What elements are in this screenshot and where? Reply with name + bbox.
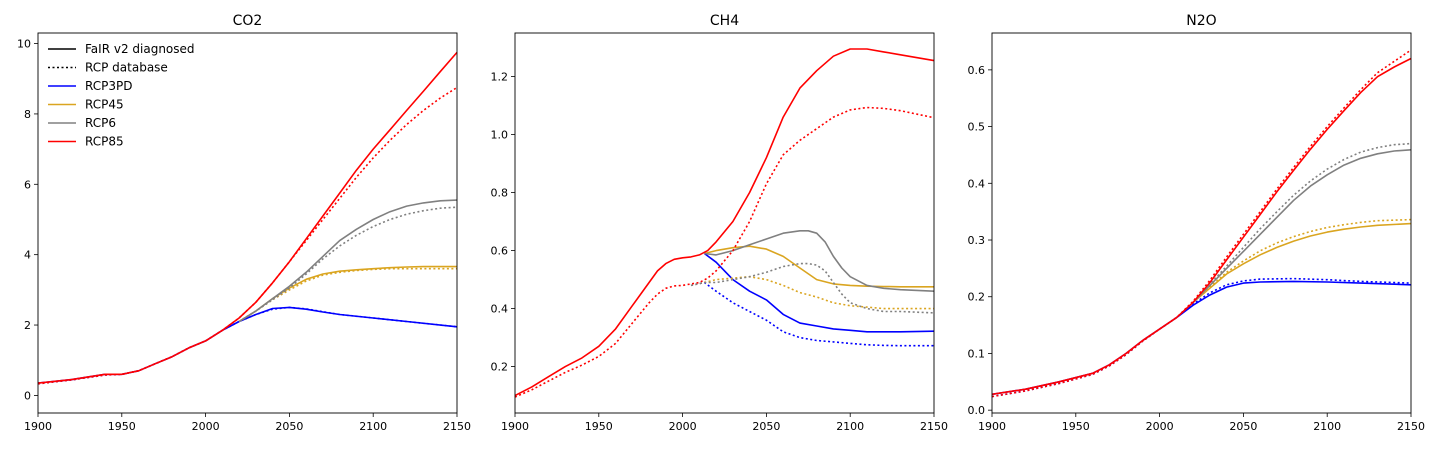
y-tick-label: 0.2 <box>968 291 986 304</box>
y-tick-label: 0.1 <box>968 347 986 360</box>
legend-label: RCP45 <box>85 98 124 112</box>
y-tick-label: 4 <box>24 249 31 262</box>
x-tick-label: 2000 <box>669 420 697 433</box>
series-line-rcp45-fair-diagnosed <box>1192 222 1412 304</box>
x-tick-label: 2050 <box>275 420 303 433</box>
series-line-rcp3pd-rcp-database <box>991 277 1412 398</box>
series-line-rcp6-rcp-database <box>238 206 458 323</box>
x-tick-label: 2100 <box>836 420 864 433</box>
series-line-rcp3pd-rcp-database <box>690 281 934 347</box>
panel-title: CH4 <box>710 13 739 29</box>
x-tick-label: 2100 <box>1313 420 1341 433</box>
y-tick-label: 0.4 <box>968 177 986 190</box>
series-line-rcp85-fair-diagnosed <box>991 57 1412 396</box>
series-line-rcp6-fair-diagnosed <box>1192 149 1412 303</box>
x-tick-label: 2100 <box>359 420 387 433</box>
y-tick-label: 10 <box>17 38 31 51</box>
series-line-rcp6-rcp-database <box>1192 142 1412 303</box>
series-line-rcp85-fair-diagnosed <box>514 48 935 397</box>
x-tick-label: 2150 <box>920 420 948 433</box>
x-tick-label: 2000 <box>1146 420 1174 433</box>
plot-frame <box>37 32 458 414</box>
legend-label: RCP6 <box>85 116 116 130</box>
series-line-rcp45-fair-diagnosed <box>704 245 934 288</box>
y-tick-label: 1.0 <box>491 129 509 142</box>
y-tick-label: 0.2 <box>491 361 509 374</box>
y-tick-label: 0.6 <box>968 64 986 77</box>
y-tick-label: 0.3 <box>968 234 986 247</box>
legend-label: RCP database <box>85 61 168 75</box>
series-line-rcp45-rcp-database <box>690 275 934 310</box>
y-tick-label: 2 <box>24 319 31 332</box>
x-tick-label: 2050 <box>752 420 780 433</box>
series-line-rcp3pd-fair-diagnosed <box>703 252 935 333</box>
series-group <box>37 51 458 385</box>
y-tick-label: 0.4 <box>491 303 509 316</box>
y-tick-label: 1.2 <box>491 71 509 84</box>
y-tick-label: 0.0 <box>968 404 986 417</box>
plot-frame <box>991 32 1412 414</box>
legend: FaIR v2 diagnosed RCP database RCP3PD RCP45… <box>48 42 195 149</box>
series-line-rcp85-rcp-database <box>37 86 458 385</box>
y-tick-label: 0.8 <box>491 187 509 200</box>
y-tick-label: 6 <box>24 178 31 191</box>
series-line-rcp3pd-fair-diagnosed <box>37 306 458 384</box>
y-tick-label: 0.6 <box>491 245 509 258</box>
x-tick-label: 2150 <box>443 420 471 433</box>
series-line-rcp45-rcp-database <box>1192 218 1412 303</box>
x-tick-label: 1950 <box>108 420 136 433</box>
y-tick-label: 0 <box>24 389 31 402</box>
series-line-rcp85-fair-diagnosed <box>37 51 458 384</box>
y-tick-label: 8 <box>24 108 31 121</box>
series-group <box>514 48 935 398</box>
panel-ch4: 1900 1950 2000 2050 2100 2150 0.2 0.4 0.6 0.8 1.0 1… <box>491 13 949 433</box>
x-tick-label: 1900 <box>24 420 52 433</box>
series-line-rcp45-rcp-database <box>238 267 457 323</box>
series-line-rcp3pd-fair-diagnosed <box>991 280 1412 396</box>
x-tick-label: 1950 <box>1062 420 1090 433</box>
series-group <box>991 49 1412 398</box>
legend-label: RCP85 <box>85 135 124 149</box>
series-line-rcp6-fair-diagnosed <box>704 230 935 292</box>
x-tick-label: 2000 <box>192 420 220 433</box>
x-tick-label: 1900 <box>978 420 1006 433</box>
x-tick-label: 2150 <box>1397 420 1425 433</box>
series-line-rcp3pd-rcp-database <box>37 306 458 385</box>
x-tick-label: 2050 <box>1229 420 1257 433</box>
x-tick-label: 1950 <box>585 420 613 433</box>
legend-label: RCP3PD <box>85 79 132 93</box>
series-line-rcp6-fair-diagnosed <box>238 199 458 323</box>
legend-label: FaIR v2 diagnosed <box>85 42 195 56</box>
panel-co2: 1900 1950 2000 2050 2100 2150 0 2 4 6 8 10 CO2 FaIR v… <box>17 13 471 433</box>
panel-title: N2O <box>1186 13 1216 29</box>
panel-title: CO2 <box>233 13 263 29</box>
series-line-rcp45-fair-diagnosed <box>238 265 457 323</box>
series-line-rcp6-rcp-database <box>690 262 935 314</box>
plot-frame <box>514 32 935 414</box>
panel-n2o: 1900 1950 2000 2050 2100 2150 0.0 0.1 0.2 0.3 0.4 0… <box>968 13 1426 433</box>
x-tick-label: 1900 <box>501 420 529 433</box>
y-tick-label: 0.5 <box>968 121 986 134</box>
series-line-rcp85-rcp-database <box>514 106 935 398</box>
series-line-rcp85-rcp-database <box>991 49 1412 398</box>
